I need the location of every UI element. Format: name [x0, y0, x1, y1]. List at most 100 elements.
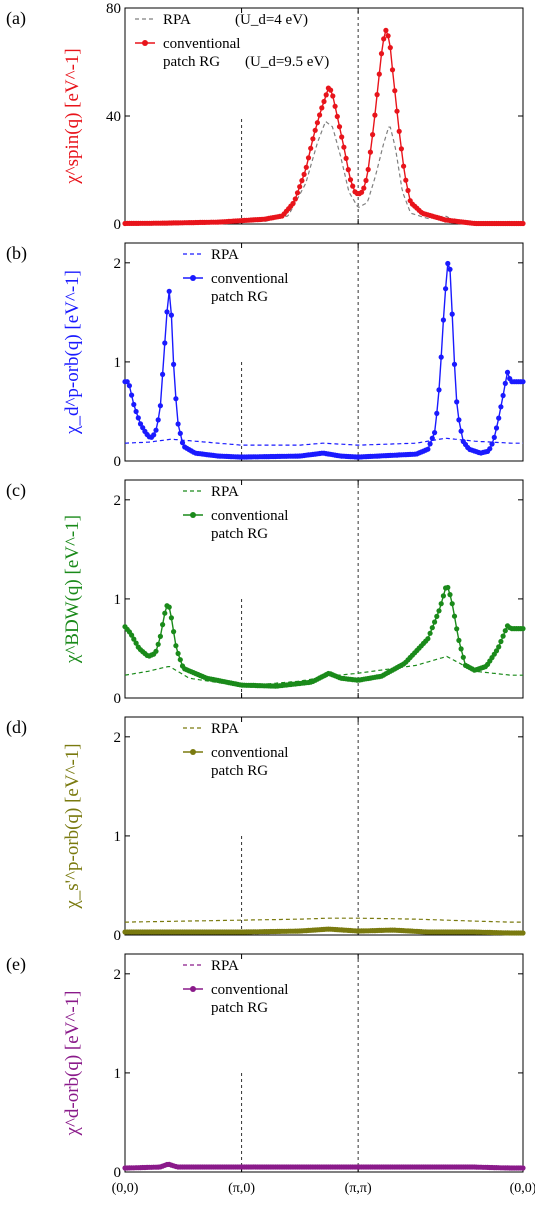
rg-point — [520, 626, 526, 632]
legend-rpa-label: RPA — [211, 484, 239, 500]
y-tick-label: 2 — [114, 493, 122, 509]
rg-point — [334, 113, 340, 120]
rg-point — [520, 930, 526, 936]
rg-point — [405, 187, 411, 194]
legend-rpa-label: RPA — [211, 247, 239, 263]
rg-point — [312, 127, 318, 133]
rg-point — [168, 615, 174, 621]
rg-point — [129, 392, 135, 398]
legend-rg-label-line2: patch RG — [163, 54, 220, 70]
plot-frame — [124, 242, 524, 462]
rg-point — [487, 446, 493, 452]
rg-point — [175, 650, 181, 657]
rg-point — [383, 27, 389, 33]
rg-point — [456, 637, 462, 644]
rg-point — [460, 654, 466, 660]
rg-point — [135, 415, 141, 421]
rg-point — [387, 45, 393, 51]
panel-label: (c) — [6, 480, 26, 501]
panel-b: 0 1 2 (b) χ_d^p-orb(q) [eV^-1] RPA conventiona… — [6, 242, 526, 470]
rg-point — [456, 417, 462, 423]
legend-rg-note: (U_d=9.5 eV) — [245, 54, 329, 70]
legend-rg-label-line1: conventional — [211, 271, 288, 287]
rg-point — [323, 92, 329, 98]
rg-point — [520, 1165, 526, 1171]
rg-point — [168, 312, 174, 318]
panel-label: (b) — [6, 243, 27, 264]
rg-point — [179, 440, 186, 446]
legend-rg-marker — [190, 512, 196, 518]
y-tick-label: 2 — [114, 730, 122, 746]
rg-point — [370, 132, 376, 138]
rg-point — [434, 410, 440, 416]
rg-point — [520, 379, 526, 385]
rg-point — [449, 311, 455, 317]
plot-frame — [124, 716, 524, 936]
rg-point — [447, 266, 453, 272]
rg-point — [438, 354, 444, 360]
rpa-line — [124, 437, 523, 446]
rg-point — [153, 648, 159, 654]
y-tick-label: 2 — [114, 256, 122, 272]
rg-point — [496, 644, 502, 650]
rg-point — [367, 149, 373, 155]
rg-point — [440, 317, 446, 323]
y-tick-label: 0 — [114, 217, 122, 233]
plot-frame — [124, 953, 524, 1173]
rg-point — [365, 166, 371, 173]
rg-point — [345, 167, 351, 173]
y-tick-label: 1 — [114, 1066, 122, 1082]
rg-point — [162, 610, 168, 616]
x-tick-label: (π,π) — [345, 1181, 372, 1196]
rg-point — [361, 185, 367, 191]
panel-label: (d) — [6, 717, 27, 738]
rg-point — [297, 184, 303, 190]
panel-e: 0 1 2 (e) χ^d-orb(q) [eV^-1] RPA conventional p… — [6, 953, 526, 1181]
rg-point — [451, 361, 458, 367]
rg-point — [427, 630, 433, 636]
rg-point — [372, 112, 378, 118]
x-tick-label: (π,0) — [228, 1181, 255, 1196]
y-axis-label: χ^BDW(q) [eV^-1] — [62, 515, 83, 664]
rg-point — [502, 380, 508, 386]
rg-point — [429, 625, 435, 631]
rg-point — [447, 592, 453, 598]
rg-point — [319, 105, 325, 111]
rg-point — [394, 108, 400, 114]
rg-point — [458, 646, 464, 652]
rg-point — [341, 144, 347, 150]
legend-rg-marker — [190, 749, 196, 755]
legend-rpa-label: RPA — [163, 12, 191, 28]
y-tick-label: 40 — [106, 109, 121, 125]
panel-label: (e) — [6, 954, 26, 975]
legend-rg-label-line2: patch RG — [211, 763, 268, 779]
rg-point — [317, 112, 323, 118]
rg-point — [328, 87, 334, 93]
rg-point — [436, 608, 442, 614]
panel-label: (a) — [6, 8, 26, 29]
rg-point — [294, 190, 301, 196]
rpa-line — [125, 120, 523, 225]
rg-point — [137, 421, 144, 427]
rg-point — [445, 260, 451, 267]
rg-point — [343, 155, 349, 161]
rg-point — [162, 340, 168, 346]
rg-point — [454, 399, 460, 405]
rg-point — [157, 403, 163, 409]
rg-point — [363, 177, 369, 184]
rg-point — [303, 164, 309, 170]
rg-point — [160, 622, 166, 628]
rg-point — [496, 415, 502, 421]
rg-point — [164, 309, 170, 315]
rg-point — [173, 643, 179, 649]
rg-point — [347, 177, 354, 183]
rg-point — [175, 421, 181, 427]
rg-line — [125, 263, 523, 458]
rg-markers — [122, 260, 526, 460]
rg-point — [151, 432, 157, 438]
rpa-line — [125, 917, 523, 923]
y-axis-label: χ^d-orb(q) [eV^-1] — [62, 991, 83, 1137]
rg-point — [403, 177, 409, 183]
rg-point — [504, 369, 511, 375]
